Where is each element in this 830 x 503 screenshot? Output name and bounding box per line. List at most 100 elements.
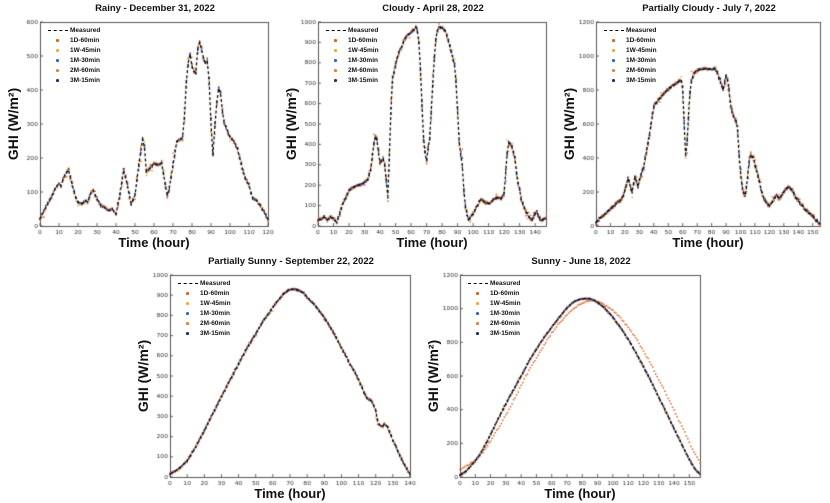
legend-item-label: 1W-45min [200, 300, 231, 307]
y-axis-label: GHI (W/m²) [5, 87, 21, 161]
dot-icon [476, 332, 479, 335]
legend-item-label: Measured [626, 27, 657, 34]
rainy-plot-area [0, 0, 278, 252]
chart-panel-cloudy: Cloudy - April 28, 2022 GHI (W/m²) Time … [278, 0, 556, 252]
dot-marker-icon [468, 332, 490, 335]
chart-title-sunny: Sunny - June 18, 2022 [531, 256, 631, 267]
dot-marker-icon [178, 322, 200, 325]
legend-item: 1M-30min [604, 56, 657, 65]
legend-item: 1D-60min [468, 289, 521, 298]
partially-sunny-plot-area [130, 253, 420, 503]
legend-item-label: 1M-30min [70, 57, 100, 64]
dash-icon [48, 30, 68, 31]
legend-item: 3M-15min [468, 329, 521, 338]
legend-item-label: 1D-60min [490, 290, 520, 297]
x-axis-label: Time (hour) [118, 235, 190, 250]
legend-item: 1D-60min [604, 36, 657, 45]
dot-marker-icon [468, 302, 490, 305]
x-axis-label: Time (hour) [544, 486, 616, 501]
dot-marker-icon [604, 49, 626, 52]
legend-item: 2M-60min [48, 66, 101, 75]
legend-item-label: 2M-60min [200, 320, 230, 327]
dot-marker-icon [326, 39, 348, 42]
dot-icon [334, 69, 337, 72]
legend-item: 1M-30min [48, 56, 101, 65]
dashed-line-marker-icon [468, 283, 490, 284]
legend-item: 3M-15min [178, 329, 231, 338]
dot-marker-icon [178, 312, 200, 315]
dashed-line-marker-icon [326, 30, 348, 31]
chart-panel-partially-sunny: Partially Sunny - September 22, 2022 GHI… [130, 253, 420, 503]
legend-sunny: Measured 1D-60min 1W-45min 1M-30min 2M-60min… [468, 279, 521, 338]
legend-item-label: Measured [70, 27, 101, 34]
legend-item: 1W-45min [326, 46, 379, 55]
legend-item: 2M-60min [468, 319, 521, 328]
legend-item: 2M-60min [604, 66, 657, 75]
dot-marker-icon [604, 79, 626, 82]
legend-item: Measured [326, 26, 379, 35]
legend-item: 1D-60min [326, 36, 379, 45]
dot-icon [334, 59, 337, 62]
dot-marker-icon [48, 59, 70, 62]
legend-item: 1D-60min [178, 289, 231, 298]
dash-icon [178, 283, 198, 284]
legend-item-label: 2M-60min [490, 320, 520, 327]
y-axis-label: GHI (W/m²) [283, 87, 299, 161]
dot-icon [186, 322, 189, 325]
dot-marker-icon [48, 39, 70, 42]
dash-icon [604, 30, 624, 31]
dot-icon [476, 322, 479, 325]
dot-icon [612, 59, 615, 62]
legend-partially-sunny: Measured 1D-60min 1W-45min 1M-30min 2M-60min… [178, 279, 231, 338]
legend-item-label: Measured [348, 27, 379, 34]
dot-marker-icon [468, 322, 490, 325]
dot-icon [186, 292, 189, 295]
dot-marker-icon [48, 79, 70, 82]
legend-item-label: 1D-60min [626, 37, 656, 44]
dot-icon [476, 292, 479, 295]
legend-rainy: Measured 1D-60min 1W-45min 1M-30min 2M-60min… [48, 26, 101, 85]
dot-marker-icon [178, 292, 200, 295]
legend-item-label: 1M-30min [490, 310, 520, 317]
legend-item-label: 3M-15min [200, 330, 230, 337]
legend-item: 2M-60min [178, 319, 231, 328]
y-axis-label: GHI (W/m²) [425, 339, 441, 413]
chart-panel-partially-cloudy: Partially Cloudy - July 7, 2022 GHI (W/m… [556, 0, 830, 252]
dot-icon [56, 69, 59, 72]
dot-icon [612, 49, 615, 52]
legend-item-label: 2M-60min [348, 67, 378, 74]
dot-icon [476, 312, 479, 315]
dot-icon [56, 39, 59, 42]
legend-item-label: 1D-60min [348, 37, 378, 44]
dot-icon [612, 39, 615, 42]
legend-item: Measured [178, 279, 231, 288]
legend-item: Measured [604, 26, 657, 35]
sunny-plot-area [420, 253, 710, 503]
legend-item-label: 1W-45min [70, 47, 101, 54]
legend-item: 1M-30min [326, 56, 379, 65]
legend-item: 1W-45min [178, 299, 231, 308]
cloudy-plot-area [278, 0, 556, 252]
legend-item-label: 3M-15min [490, 330, 520, 337]
dot-marker-icon [326, 69, 348, 72]
dot-icon [186, 332, 189, 335]
legend-item: 3M-15min [48, 76, 101, 85]
dot-icon [334, 39, 337, 42]
chart-title-cloudy: Cloudy - April 28, 2022 [382, 3, 484, 14]
dot-icon [334, 49, 337, 52]
x-axis-label: Time (hour) [254, 486, 326, 501]
dot-marker-icon [604, 69, 626, 72]
dot-icon [334, 79, 337, 82]
y-axis-label: GHI (W/m²) [135, 339, 151, 413]
dot-marker-icon [326, 49, 348, 52]
chart-title-partially-sunny: Partially Sunny - September 22, 2022 [208, 256, 374, 267]
legend-item-label: 1W-45min [348, 47, 379, 54]
dot-marker-icon [326, 59, 348, 62]
partially-cloudy-plot-area [556, 0, 830, 252]
dash-icon [326, 30, 346, 31]
dot-marker-icon [604, 39, 626, 42]
legend-item: 1W-45min [468, 299, 521, 308]
legend-item: 1W-45min [604, 46, 657, 55]
legend-item: 1M-30min [468, 309, 521, 318]
